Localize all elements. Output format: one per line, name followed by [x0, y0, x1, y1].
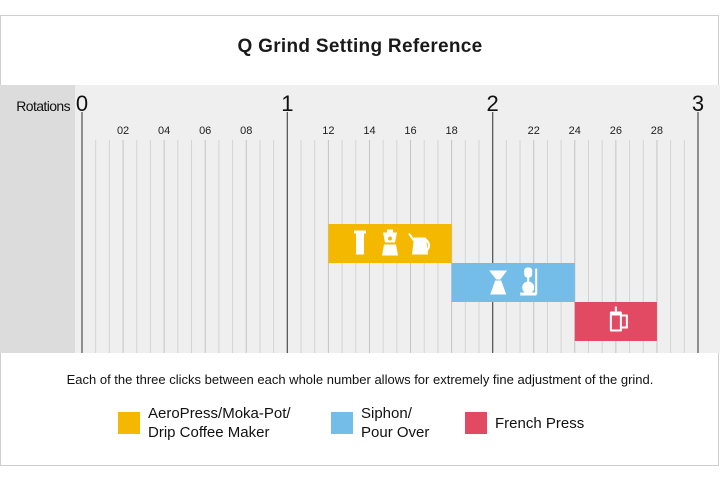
rotations-axis-label: Rotations — [16, 98, 70, 114]
legend-label-line: AeroPress/Moka-Pot/ — [148, 405, 291, 422]
minor-tick-label: 16 — [404, 125, 416, 137]
legend-item: Siphon/Pour Over — [331, 404, 429, 442]
minor-tick-label: 06 — [199, 125, 211, 137]
minor-tick-label: 18 — [445, 125, 457, 137]
gridlines — [81, 112, 699, 353]
major-tick-label: 2 — [487, 91, 499, 116]
range-bars — [328, 224, 657, 341]
siphon-icon — [520, 267, 538, 296]
minor-tick-label: 08 — [240, 125, 252, 137]
minor-tick-label: 04 — [158, 125, 170, 137]
chart-caption: Each of the three clicks between each wh… — [66, 372, 654, 387]
minor-tick-label: 14 — [363, 125, 375, 137]
pour-over-icon — [489, 270, 508, 295]
legend-label: French Press — [495, 414, 584, 433]
legend-label-line: Drip Coffee Maker — [148, 424, 270, 441]
legend-label-line: Siphon/ — [361, 405, 412, 422]
minor-tick-label: 22 — [528, 125, 540, 137]
legend-item: AeroPress/Moka-Pot/Drip Coffee Maker — [118, 404, 291, 442]
legend-label: AeroPress/Moka-Pot/Drip Coffee Maker — [148, 404, 291, 442]
major-tick-label: 1 — [281, 91, 293, 116]
aeropress-icon — [354, 230, 366, 255]
major-tick-label: 0 — [76, 91, 88, 116]
legend-label-line: French Press — [495, 414, 585, 432]
legend-swatch — [118, 412, 140, 434]
major-tick-label: 3 — [692, 91, 704, 116]
rotations-label-panel — [0, 85, 75, 353]
legend-item: French Press — [465, 412, 584, 434]
tick-labels: 02 04 06 08 12 14 16 18 22 24 26 280 1 2 3 — [76, 91, 704, 137]
chart-title: Q Grind Setting Reference — [237, 36, 483, 57]
french-press-icon — [609, 306, 628, 332]
moka-pot-icon — [382, 229, 398, 256]
legend-swatch — [331, 412, 353, 434]
legend-swatch — [465, 412, 487, 434]
range-bar — [451, 263, 575, 302]
minor-tick-label: 24 — [569, 125, 581, 137]
minor-tick-label: 28 — [651, 125, 663, 137]
drip-kettle-icon — [408, 232, 430, 255]
legend-label: Siphon/Pour Over — [361, 404, 429, 442]
minor-tick-label: 02 — [117, 125, 129, 137]
minor-tick-label: 26 — [610, 125, 622, 137]
legend-label-line: Pour Over — [361, 424, 430, 441]
minor-tick-label: 12 — [322, 125, 334, 137]
